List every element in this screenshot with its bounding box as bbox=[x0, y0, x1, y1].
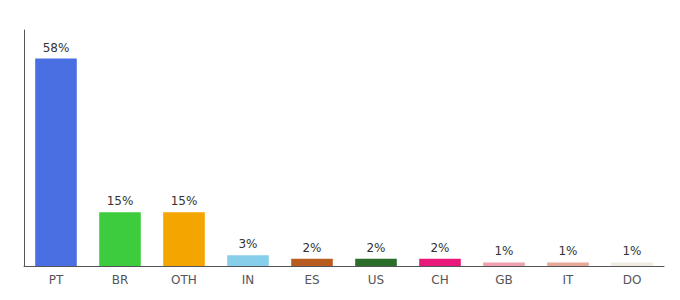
svg-text:2%: 2% bbox=[366, 241, 385, 255]
svg-text:CH: CH bbox=[431, 273, 448, 287]
svg-text:3%: 3% bbox=[238, 237, 257, 251]
svg-text:DO: DO bbox=[623, 273, 642, 287]
svg-text:ES: ES bbox=[304, 273, 319, 287]
svg-text:58%: 58% bbox=[43, 41, 70, 55]
svg-text:GB: GB bbox=[495, 273, 513, 287]
svg-text:2%: 2% bbox=[302, 241, 321, 255]
svg-text:2%: 2% bbox=[430, 241, 449, 255]
svg-text:US: US bbox=[368, 273, 384, 287]
svg-text:BR: BR bbox=[112, 273, 129, 287]
svg-text:OTH: OTH bbox=[171, 273, 197, 287]
svg-text:1%: 1% bbox=[622, 244, 641, 258]
svg-text:15%: 15% bbox=[171, 194, 198, 208]
svg-text:1%: 1% bbox=[494, 244, 513, 258]
svg-text:IT: IT bbox=[563, 273, 575, 287]
svg-text:IN: IN bbox=[242, 273, 255, 287]
svg-text:1%: 1% bbox=[558, 244, 577, 258]
svg-text:15%: 15% bbox=[107, 194, 134, 208]
svg-text:PT: PT bbox=[49, 273, 64, 287]
